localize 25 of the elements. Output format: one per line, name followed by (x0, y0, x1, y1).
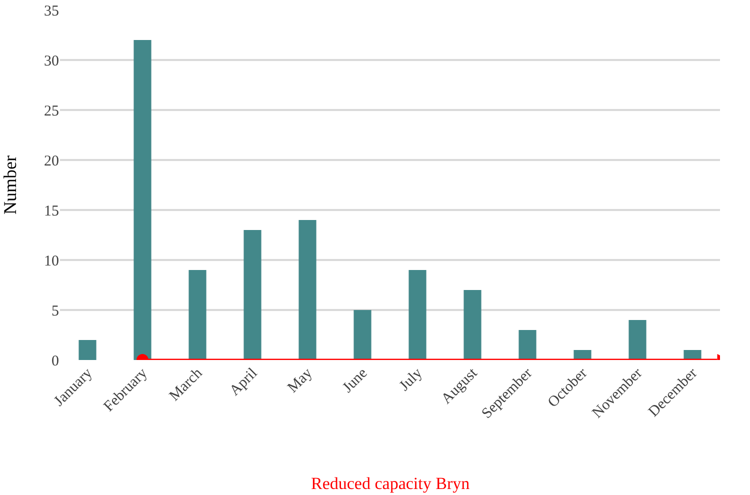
y-tick-label: 35 (44, 3, 59, 20)
y-tick-label: 10 (44, 253, 59, 270)
bar (628, 320, 646, 360)
y-tick-label: 0 (52, 353, 59, 370)
bar (244, 230, 262, 360)
y-tick-label: 25 (44, 103, 59, 120)
bar (684, 350, 702, 360)
bar (78, 340, 96, 360)
x-tick-label: July (396, 364, 426, 394)
bar (134, 40, 152, 360)
y-tick-label: 15 (44, 203, 59, 220)
y-tick-label: 30 (44, 53, 59, 70)
y-axis-title: Number (0, 156, 20, 214)
text: Reduced capacity Bryn (311, 474, 470, 493)
bar (518, 330, 536, 360)
x-tick-label: May (284, 364, 316, 396)
bar (408, 270, 426, 360)
bar (188, 270, 206, 360)
y-tick-label: 20 (44, 153, 59, 170)
bar (464, 290, 482, 360)
x-tick-label: June (340, 365, 371, 396)
y-tick-label: 5 (52, 303, 59, 320)
bar (298, 220, 316, 360)
bar (354, 310, 372, 360)
bar (574, 350, 592, 360)
